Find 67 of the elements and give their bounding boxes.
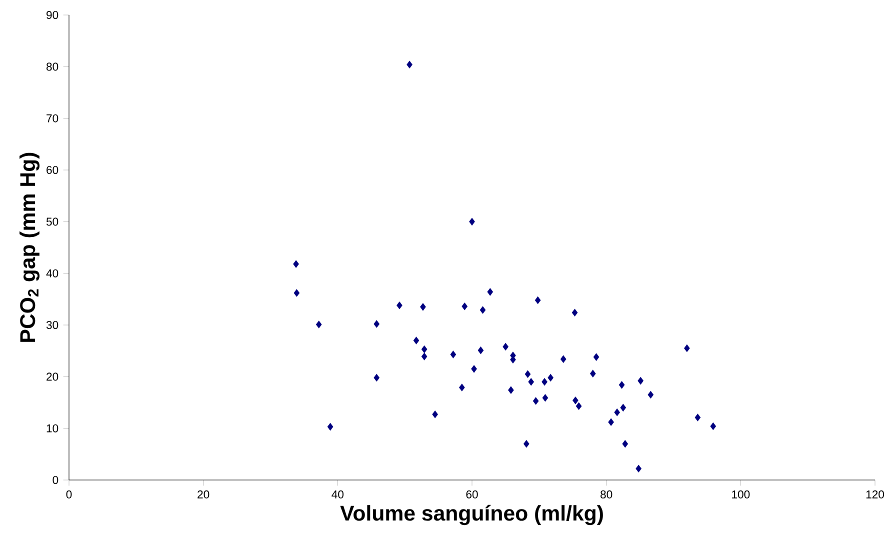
point	[413, 336, 420, 344]
y-tick-label: 70	[46, 114, 58, 122]
point	[636, 464, 642, 472]
point	[406, 60, 412, 68]
point	[614, 408, 620, 416]
point	[487, 288, 494, 296]
point	[710, 422, 716, 430]
point	[608, 418, 614, 426]
y-tick-label: 30	[46, 320, 58, 330]
point	[316, 320, 322, 328]
point	[524, 370, 531, 378]
point	[469, 218, 475, 226]
point	[502, 342, 508, 350]
point	[532, 397, 539, 405]
point	[327, 423, 334, 431]
x-tick-label: 0	[66, 490, 72, 498]
point	[374, 374, 380, 382]
point	[620, 404, 626, 412]
x-tick-label: 60	[466, 490, 478, 498]
point	[618, 381, 625, 389]
point	[524, 440, 530, 448]
point	[576, 402, 582, 410]
point	[572, 308, 578, 316]
point	[622, 440, 628, 448]
point	[450, 350, 456, 358]
y-tick-label: 20	[46, 372, 58, 381]
point	[508, 386, 514, 394]
x-tick-label: 40	[332, 490, 344, 498]
point	[432, 410, 438, 418]
point	[590, 370, 596, 378]
point	[648, 391, 654, 398]
point	[548, 374, 554, 382]
point	[694, 414, 701, 422]
point	[480, 306, 486, 314]
x-tick-label: 20	[198, 490, 210, 498]
y-tick-label: 40	[46, 269, 58, 278]
x-axis-title: Volume sanguíneo (ml/kg)	[340, 504, 603, 526]
point	[420, 303, 426, 311]
point	[421, 346, 428, 354]
point	[638, 377, 644, 385]
point	[528, 378, 534, 386]
x-tick-label: 120	[866, 490, 884, 498]
y-tick-label: 0	[52, 476, 58, 484]
y-tick-label: 90	[46, 10, 58, 20]
point	[459, 384, 465, 392]
point	[478, 346, 484, 354]
point	[542, 394, 548, 402]
y-tick-label: 80	[46, 62, 58, 71]
x-tick-label: 100	[732, 490, 750, 498]
y-tick-label: 50	[46, 218, 58, 226]
point	[294, 289, 300, 297]
point	[396, 302, 402, 310]
point	[471, 365, 477, 373]
point	[684, 344, 690, 352]
point	[593, 353, 600, 361]
x-tick-label: 80	[600, 490, 612, 498]
point	[572, 396, 578, 404]
point	[560, 355, 566, 363]
point	[374, 320, 380, 328]
y-tick-label: 60	[46, 166, 58, 174]
point	[462, 302, 468, 310]
y-axis-title: PCO$_{2}$ gap (mm Hg)	[20, 152, 40, 342]
point	[542, 378, 548, 386]
point	[293, 260, 299, 268]
point	[534, 296, 541, 304]
y-tick-label: 10	[46, 424, 58, 432]
point	[421, 352, 428, 360]
